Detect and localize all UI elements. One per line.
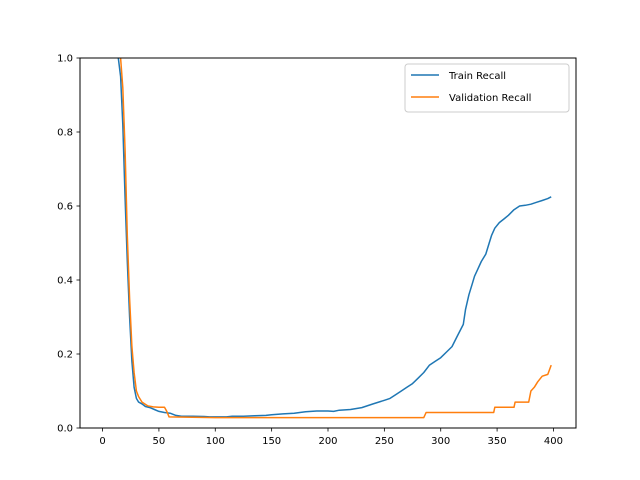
y-axis: 0.0 0.2 0.4 0.6 0.8 1.0 [57, 54, 80, 435]
x-axis: 0 50 100 150 200 250 300 350 400 [99, 428, 563, 447]
x-tick-label: 400 [544, 436, 563, 447]
x-tick-label: 300 [431, 436, 450, 447]
series-line-train-recall [117, 57, 552, 418]
y-tick-label: 0.2 [57, 350, 73, 361]
x-tick-label: 100 [206, 436, 225, 447]
x-tick-label: 200 [318, 436, 337, 447]
y-tick-label: 0.4 [57, 276, 73, 287]
y-tick-label: 0.0 [57, 424, 73, 435]
x-tick-label: 150 [262, 436, 281, 447]
x-tick-label: 350 [488, 436, 507, 447]
x-tick-label: 250 [375, 436, 394, 447]
y-tick-label: 0.6 [57, 202, 73, 213]
axes-frame [79, 57, 577, 429]
plot-area [79, 57, 577, 429]
x-tick-label: 50 [153, 436, 166, 447]
y-tick-label: 1.0 [57, 54, 73, 65]
series-line-validation-recall [119, 57, 552, 419]
legend-label-train-recall: Train Recall [448, 71, 506, 82]
x-tick-label: 0 [99, 436, 105, 447]
legend-box [404, 63, 570, 113]
legend: Train Recall Validation Recall [404, 63, 570, 113]
y-tick-label: 0.8 [57, 128, 73, 139]
series-lines [117, 57, 552, 419]
legend-label-validation-recall: Validation Recall [449, 93, 531, 104]
